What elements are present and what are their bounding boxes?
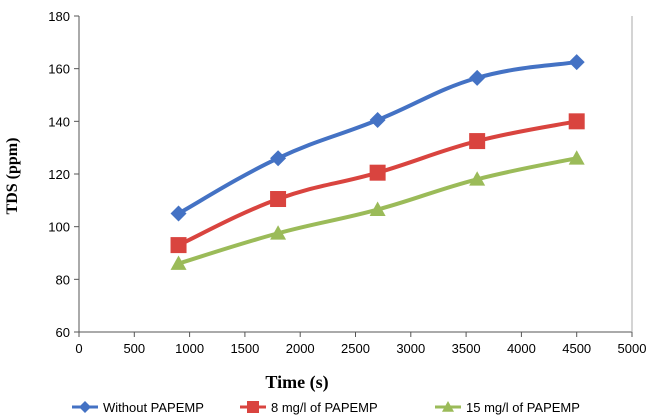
data-point-square: [369, 164, 386, 181]
y-axis-title: TDS (ppm): [4, 138, 21, 215]
y-tick-label: 180: [48, 9, 70, 24]
legend-item-1: Without PAPEMP: [72, 400, 204, 415]
plot-series: [170, 54, 585, 270]
legend-item-2: 8 mg/l of PAPEMP: [240, 400, 378, 415]
data-point-triangle: [469, 171, 486, 186]
legend-label: 15 mg/l of PAPEMP: [466, 400, 580, 415]
y-tick-label: 80: [56, 272, 70, 287]
data-point-triangle: [170, 255, 187, 270]
x-tick-label: 3000: [396, 341, 425, 356]
series-line: [176, 60, 579, 216]
x-tick-label: 2000: [286, 341, 315, 356]
x-tick-label: 500: [123, 341, 145, 356]
data-point-diamond: [170, 205, 187, 222]
x-tick-label: 0: [75, 341, 82, 356]
legend-label: 8 mg/l of PAPEMP: [271, 400, 378, 415]
data-point-diamond: [369, 112, 386, 129]
y-tick-label: 120: [48, 167, 70, 182]
y-axis-ticks: 60 80 100 120 140 160 180: [48, 9, 79, 340]
legend-item-3: 15 mg/l of PAPEMP: [435, 400, 580, 415]
data-point-diamond: [270, 150, 287, 167]
x-tick-label: 1500: [230, 341, 259, 356]
y-tick-label: 140: [48, 114, 70, 129]
y-tick-label: 60: [56, 325, 70, 340]
data-point-square: [270, 191, 287, 208]
x-tick-label: 1000: [175, 341, 204, 356]
x-tick-label: 4000: [507, 341, 536, 356]
data-point-triangle: [568, 150, 585, 165]
data-point-square: [170, 237, 187, 254]
data-point-triangle: [369, 201, 386, 216]
series-3: [170, 150, 585, 270]
data-point-square: [568, 113, 585, 130]
data-point-diamond: [469, 69, 486, 86]
series-1: [170, 54, 585, 222]
series-line: [176, 119, 579, 248]
data-point-square: [469, 133, 486, 150]
x-tick-label: 2500: [341, 341, 370, 356]
x-axis-title: Time (s): [265, 372, 328, 393]
legend-marker-square: [247, 401, 259, 413]
legend-marker-diamond: [79, 401, 91, 413]
y-tick-label: 100: [48, 220, 70, 235]
x-tick-label: 5000: [618, 341, 647, 356]
x-tick-label: 3500: [452, 341, 481, 356]
legend: Without PAPEMP 8 mg/l of PAPEMP 15 mg/l of…: [72, 400, 580, 415]
data-point-diamond: [568, 54, 585, 71]
legend-label: Without PAPEMP: [103, 400, 204, 415]
legend-marker-triangle: [442, 401, 454, 412]
x-axis-ticks: 0 500 1000 1500 2000 2500 3000 3500 4000 4500 5000: [75, 332, 646, 356]
series-2: [170, 113, 585, 254]
data-point-triangle: [270, 225, 287, 240]
x-tick-label: 4500: [562, 341, 591, 356]
y-tick-label: 160: [48, 62, 70, 77]
